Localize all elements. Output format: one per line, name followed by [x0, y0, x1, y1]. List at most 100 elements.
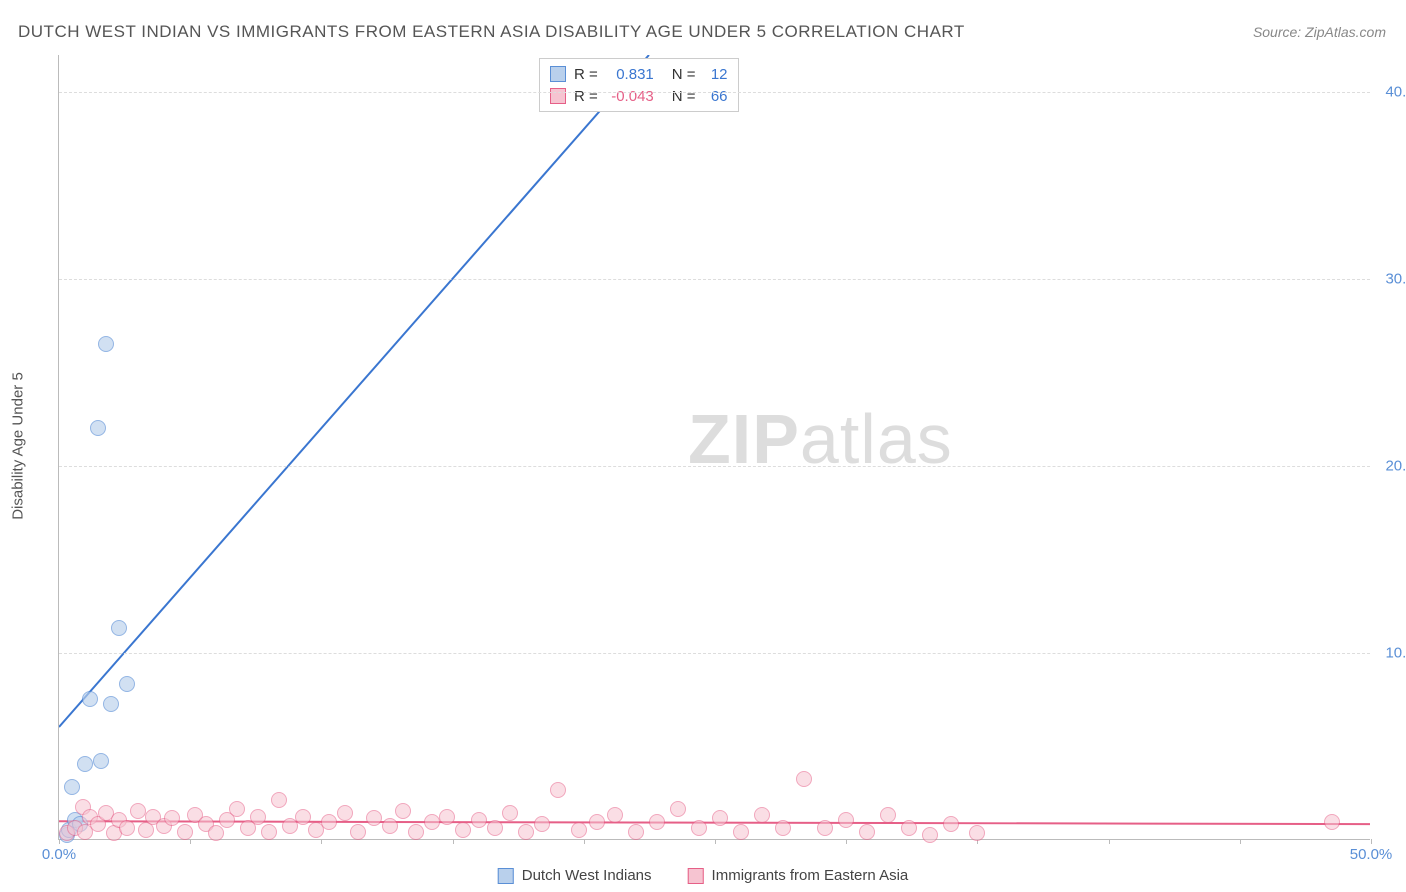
plot-area: ZIPatlas R =0.831N =12R =-0.043N =66 10.… [58, 55, 1370, 840]
stats-swatch-dutch [550, 66, 566, 82]
marker-dutch [93, 753, 109, 769]
marker-eastasia [321, 814, 337, 830]
marker-eastasia [229, 801, 245, 817]
marker-dutch [119, 676, 135, 692]
x-tick-mark [584, 839, 585, 844]
gridline [59, 279, 1370, 280]
legend-swatch-dutch [498, 868, 514, 884]
gridline [59, 653, 1370, 654]
x-tick-mark [321, 839, 322, 844]
stats-r-value: 0.831 [606, 66, 654, 83]
marker-eastasia [177, 824, 193, 840]
source-attribution: Source: ZipAtlas.com [1253, 24, 1386, 40]
stats-r-label: R = [574, 66, 598, 83]
marker-dutch [77, 756, 93, 772]
marker-eastasia [969, 825, 985, 841]
stats-n-label: N = [672, 66, 696, 83]
marker-eastasia [901, 820, 917, 836]
y-tick-label: 40.0% [1378, 84, 1406, 101]
y-tick-label: 20.0% [1378, 458, 1406, 475]
marker-eastasia [649, 814, 665, 830]
marker-eastasia [550, 782, 566, 798]
gridline [59, 92, 1370, 93]
marker-eastasia [817, 820, 833, 836]
marker-eastasia [439, 809, 455, 825]
legend-item-dutch: Dutch West Indians [498, 867, 652, 884]
marker-eastasia [130, 803, 146, 819]
marker-eastasia [733, 824, 749, 840]
y-axis-label: Disability Age Under 5 [10, 372, 27, 520]
marker-eastasia [408, 824, 424, 840]
marker-eastasia [271, 792, 287, 808]
marker-eastasia [589, 814, 605, 830]
marker-eastasia [487, 820, 503, 836]
legend-swatch-eastasia [688, 868, 704, 884]
marker-eastasia [943, 816, 959, 832]
gridline [59, 466, 1370, 467]
marker-eastasia [796, 771, 812, 787]
marker-dutch [98, 336, 114, 352]
trendlines-svg [59, 55, 1370, 839]
marker-eastasia [350, 824, 366, 840]
x-tick-mark [1371, 839, 1372, 844]
marker-eastasia [859, 824, 875, 840]
marker-eastasia [712, 810, 728, 826]
stats-row-eastasia: R = -0.043 N = 66 [550, 85, 728, 107]
marker-eastasia [518, 824, 534, 840]
x-tick-label: 0.0% [42, 846, 76, 863]
marker-eastasia [534, 816, 550, 832]
marker-eastasia [366, 810, 382, 826]
marker-eastasia [382, 818, 398, 834]
marker-eastasia [628, 824, 644, 840]
legend-label-dutch: Dutch West Indians [522, 867, 652, 884]
marker-eastasia [119, 820, 135, 836]
y-tick-label: 30.0% [1378, 271, 1406, 288]
marker-dutch [111, 620, 127, 636]
marker-eastasia [838, 812, 854, 828]
stats-swatch-eastasia [550, 88, 566, 104]
stats-r-value: -0.043 [606, 88, 654, 105]
x-tick-label: 50.0% [1350, 846, 1393, 863]
marker-eastasia [424, 814, 440, 830]
x-tick-mark [1240, 839, 1241, 844]
marker-eastasia [670, 801, 686, 817]
x-tick-mark [715, 839, 716, 844]
marker-eastasia [455, 822, 471, 838]
legend-label-eastasia: Immigrants from Eastern Asia [712, 867, 909, 884]
trendline-dutch [59, 55, 649, 727]
x-tick-mark [1109, 839, 1110, 844]
x-tick-mark [453, 839, 454, 844]
marker-eastasia [691, 820, 707, 836]
marker-eastasia [880, 807, 896, 823]
marker-eastasia [502, 805, 518, 821]
marker-eastasia [775, 820, 791, 836]
marker-eastasia [250, 809, 266, 825]
marker-eastasia [395, 803, 411, 819]
stats-n-value: 66 [704, 88, 728, 105]
marker-eastasia [164, 810, 180, 826]
marker-eastasia [295, 809, 311, 825]
stats-n-label: N = [672, 88, 696, 105]
stats-row-dutch: R = 0.831 N = 12 [550, 63, 728, 85]
marker-eastasia [261, 824, 277, 840]
marker-eastasia [208, 825, 224, 841]
stats-n-value: 12 [704, 66, 728, 83]
marker-eastasia [607, 807, 623, 823]
marker-eastasia [337, 805, 353, 821]
marker-eastasia [571, 822, 587, 838]
marker-eastasia [471, 812, 487, 828]
bottom-legend: Dutch West Indians Immigrants from Easter… [498, 867, 909, 884]
y-tick-label: 10.0% [1378, 645, 1406, 662]
marker-dutch [90, 420, 106, 436]
x-tick-mark [846, 839, 847, 844]
marker-dutch [103, 696, 119, 712]
marker-dutch [82, 691, 98, 707]
marker-dutch [64, 779, 80, 795]
x-tick-mark [190, 839, 191, 844]
legend-item-eastasia: Immigrants from Eastern Asia [688, 867, 909, 884]
marker-eastasia [754, 807, 770, 823]
stats-r-label: R = [574, 88, 598, 105]
marker-eastasia [1324, 814, 1340, 830]
correlation-stats-box: R = 0.831 N = 12 R = -0.043 N = 66 [539, 58, 739, 112]
marker-eastasia [922, 827, 938, 843]
